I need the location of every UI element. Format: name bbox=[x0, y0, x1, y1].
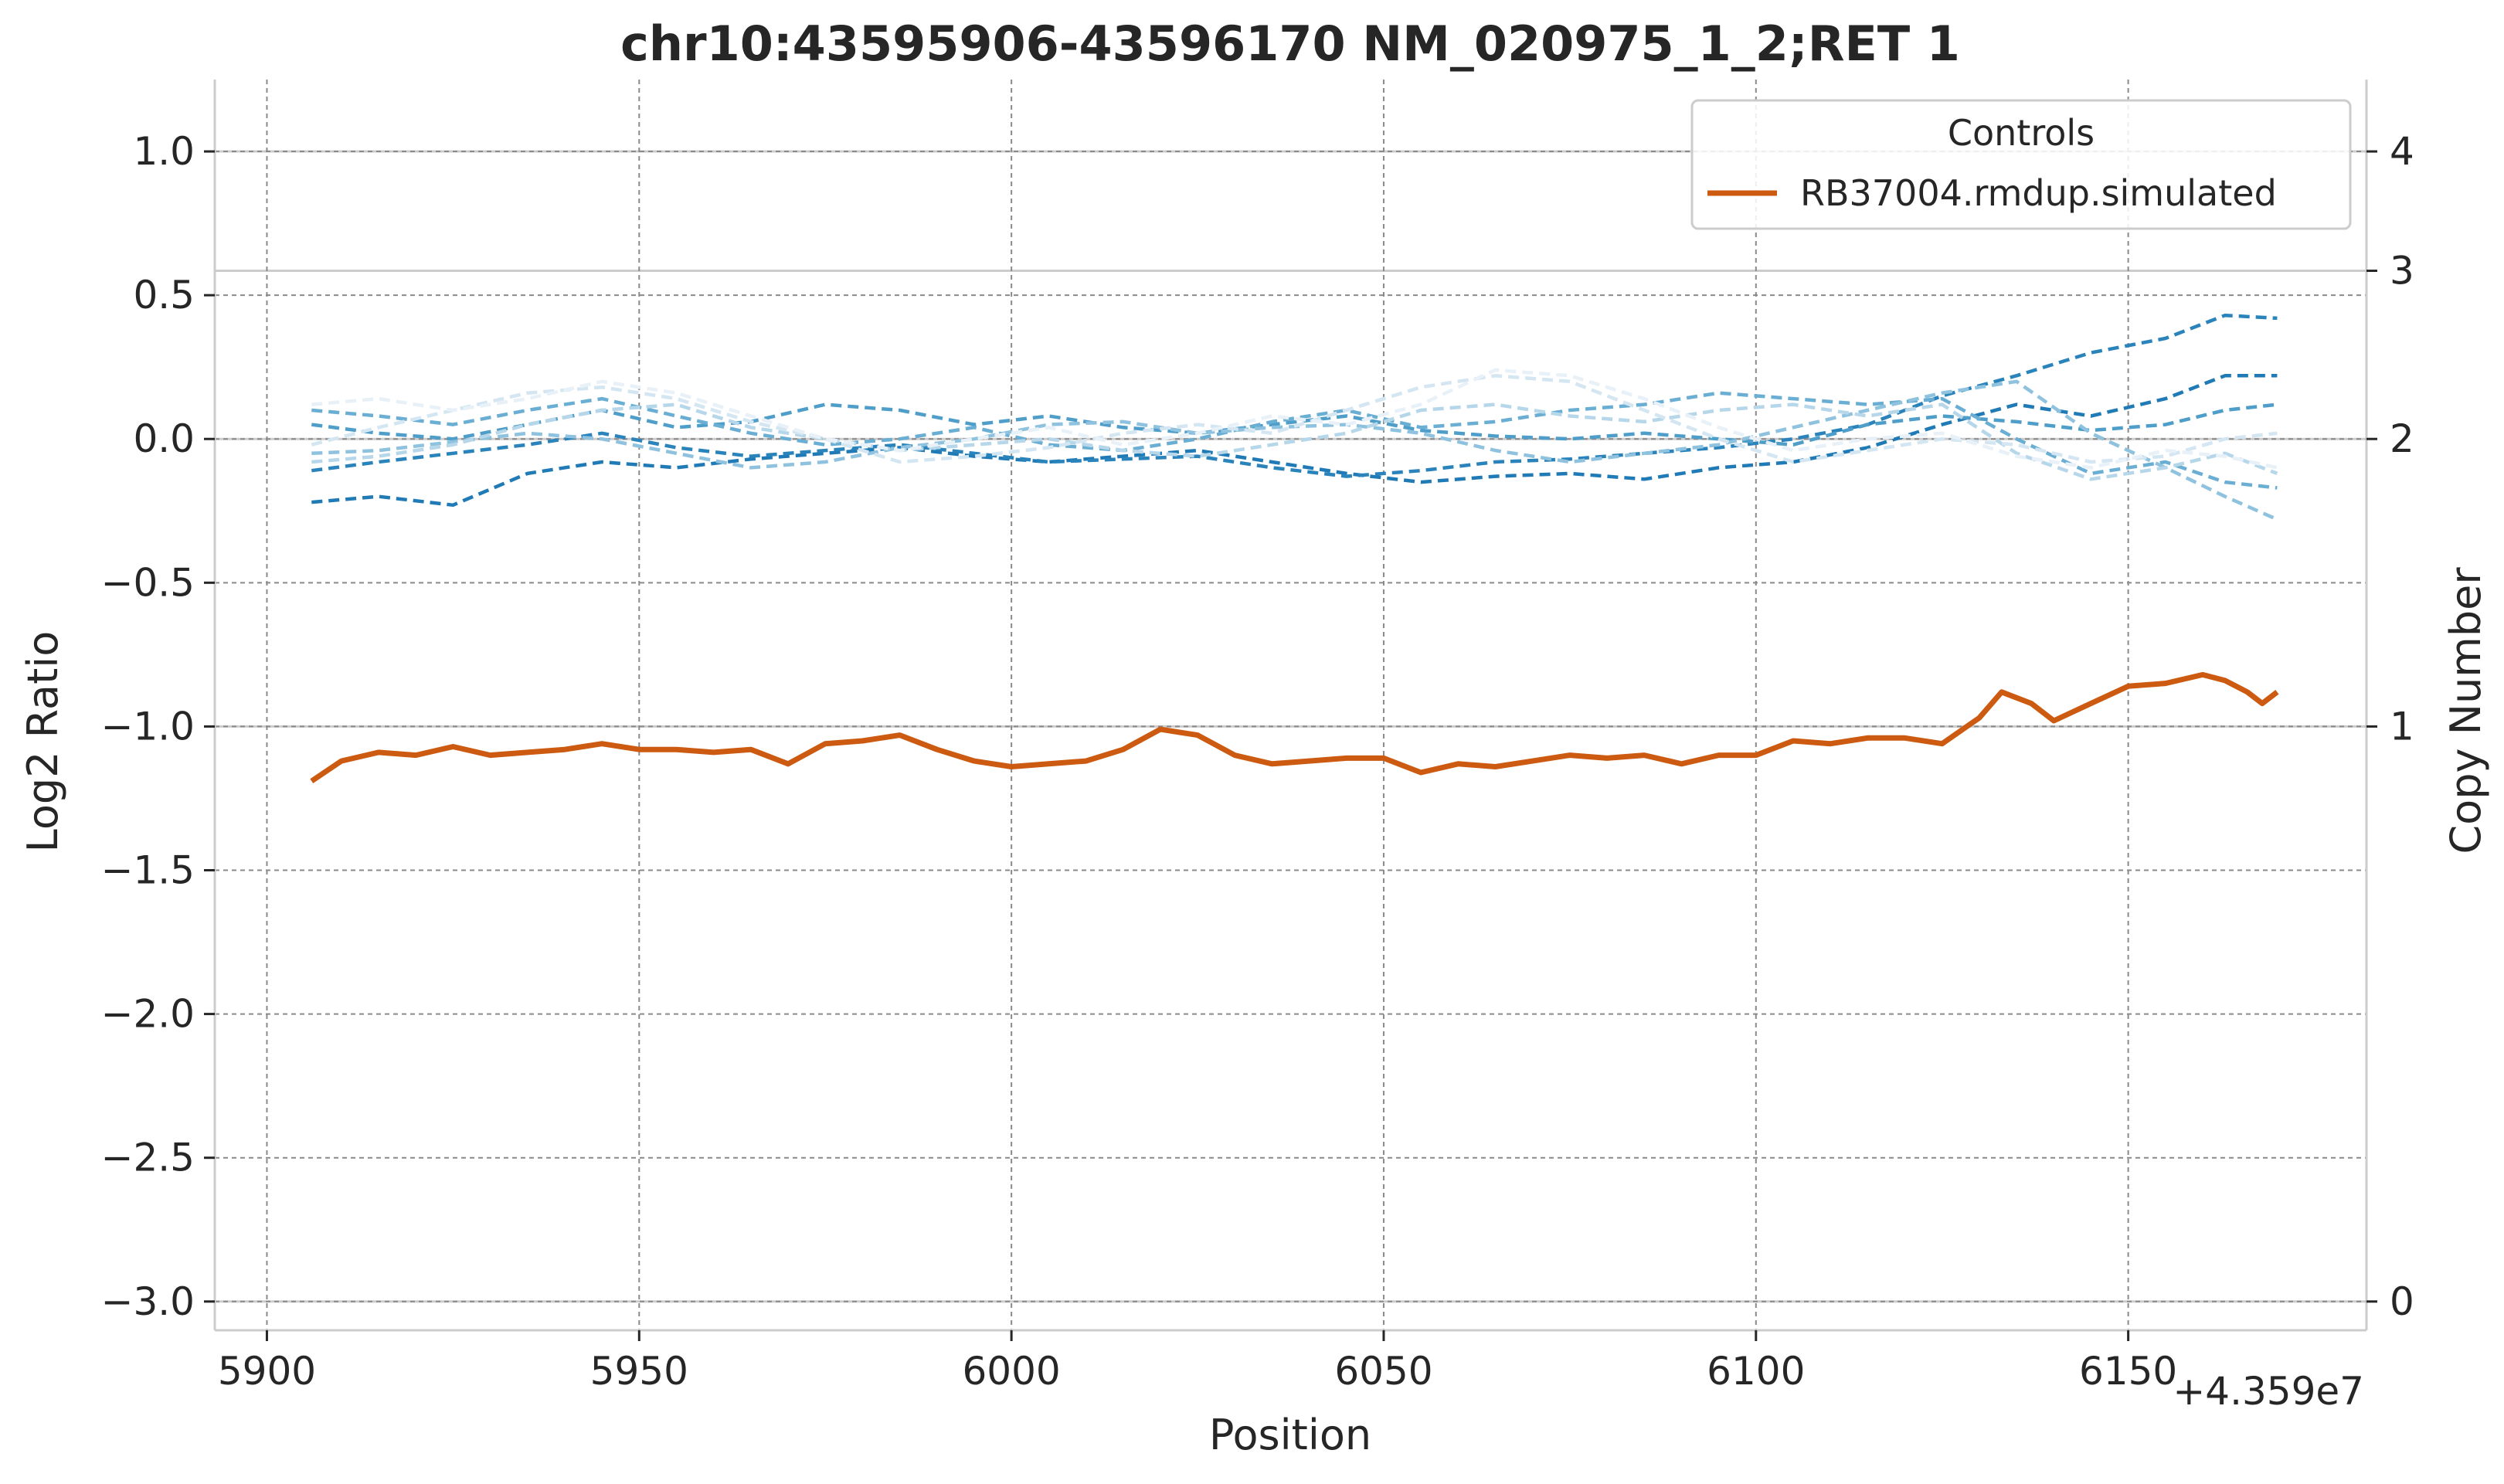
control-series-line bbox=[311, 379, 2278, 521]
control-series-line bbox=[311, 368, 2278, 470]
x-tick-label: 6150 bbox=[2079, 1349, 2177, 1394]
chart-title: chr10:43595906-43596170 NM_020975_1_2;RE… bbox=[620, 15, 1960, 72]
control-series-line bbox=[311, 402, 2278, 481]
sample-series-line bbox=[310, 671, 2279, 784]
y-tick-label: −1.0 bbox=[101, 704, 195, 749]
x-tick-label: 6050 bbox=[1334, 1349, 1432, 1394]
legend-entry: RB37004.rmdup.simulated bbox=[1800, 172, 2277, 214]
x-axis-label: Position bbox=[1209, 1411, 1371, 1459]
x-tick-label: 6100 bbox=[1707, 1349, 1805, 1394]
y-tick-label: −2.0 bbox=[101, 992, 195, 1037]
y2-axis-label: Copy Number bbox=[2441, 567, 2490, 854]
legend-title: Controls bbox=[1948, 112, 2095, 154]
legend: Controls RB37004.rmdup.simulated bbox=[1690, 99, 2352, 230]
y-tick-label: 0.0 bbox=[133, 416, 195, 461]
y2-tick-label: 1 bbox=[2390, 704, 2414, 749]
y-axis-label: Log2 Ratio bbox=[19, 631, 67, 853]
y-tick-label: −2.5 bbox=[101, 1136, 195, 1180]
y-tick-label: 1.0 bbox=[133, 129, 195, 174]
y2-tick-label: 2 bbox=[2390, 416, 2414, 461]
control-series-line bbox=[311, 374, 2278, 508]
y-tick-label: −1.5 bbox=[101, 848, 195, 893]
legend-box bbox=[1690, 99, 2352, 230]
y-tick-label: −3.0 bbox=[101, 1279, 195, 1324]
series-layer bbox=[310, 313, 2279, 784]
axes-layer: 1.0 0.5 0.0 −0.5 −1.0 −1.5 −2.0 −2.5 −3.0 5900 595… bbox=[101, 80, 2414, 1394]
x-tick-label: 5950 bbox=[590, 1349, 688, 1394]
x-tick-label: 6000 bbox=[962, 1349, 1060, 1394]
y-tick-label: 0.5 bbox=[133, 273, 195, 318]
y2-tick-label: 3 bbox=[2390, 249, 2414, 294]
y-tick-label: −0.5 bbox=[101, 560, 195, 605]
x-offset-label: +4.359e7 bbox=[2173, 1369, 2364, 1414]
x-tick-label: 5900 bbox=[218, 1349, 316, 1394]
y2-tick-label: 4 bbox=[2390, 129, 2414, 174]
y2-tick-label: 0 bbox=[2390, 1279, 2414, 1324]
